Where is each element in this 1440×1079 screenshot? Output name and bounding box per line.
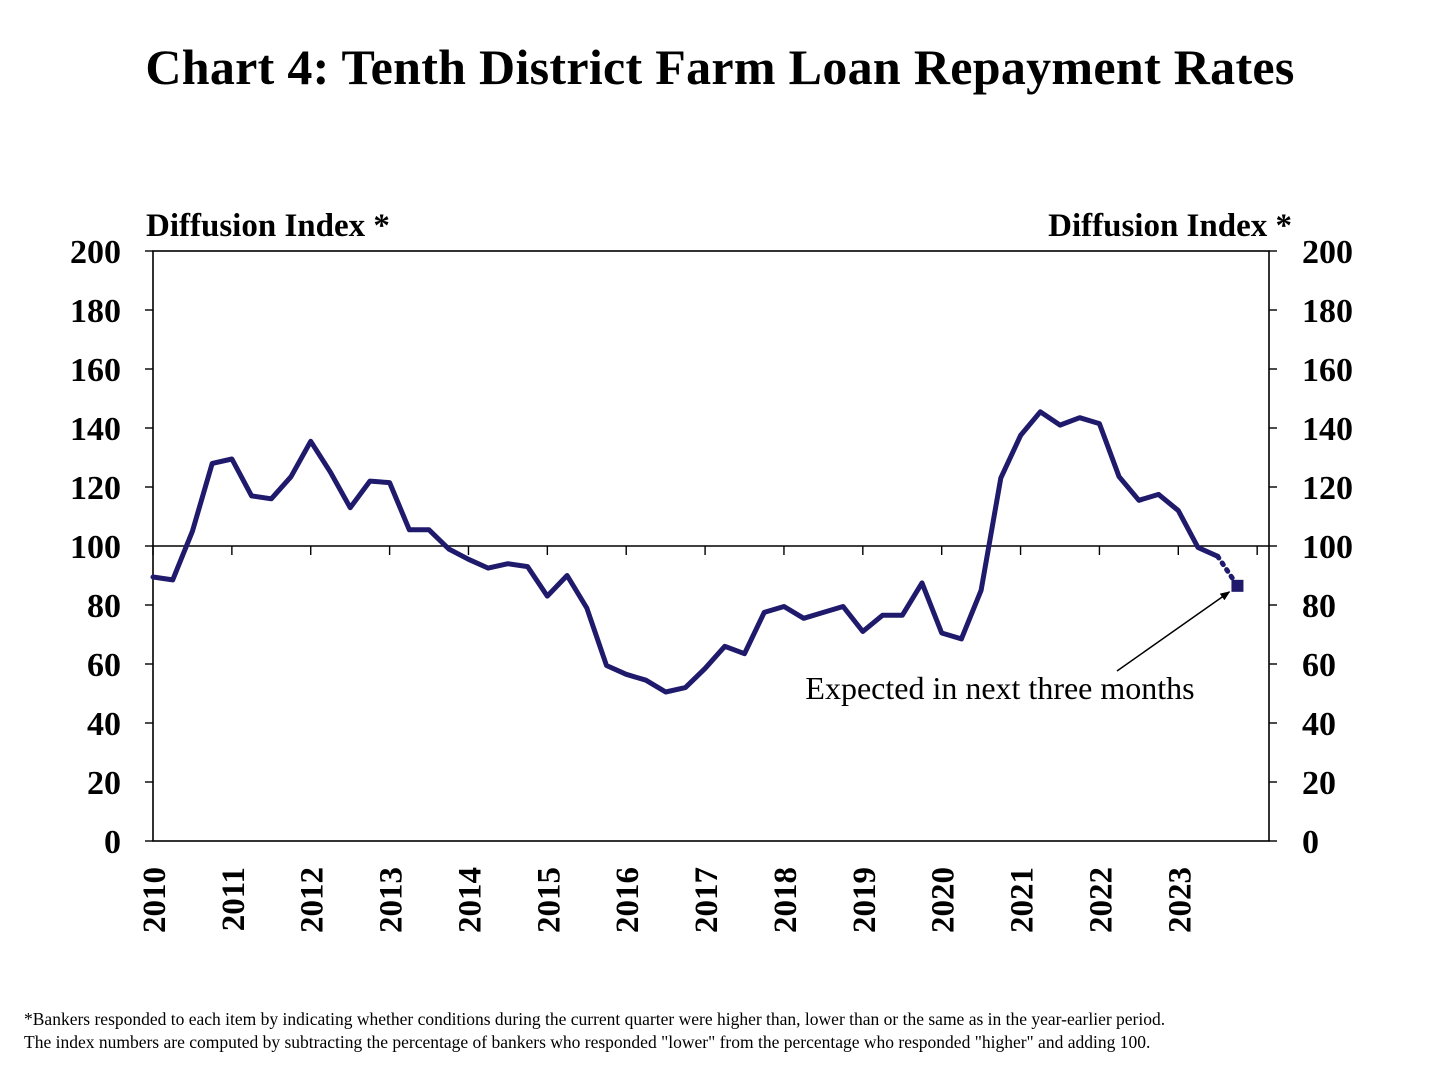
y-tick-label-left: 140: [70, 411, 121, 448]
chart-title: Chart 4: Tenth District Farm Loan Repaym…: [145, 39, 1295, 95]
y-tick-label-left: 120: [70, 470, 121, 507]
y-tick-label-left: 60: [87, 647, 121, 684]
annotation-arrow: [1116, 591, 1231, 672]
y-tick-label-left: 160: [70, 352, 121, 389]
y-tick-label-right: 60: [1302, 647, 1336, 684]
y-tick-label-left: 40: [87, 706, 121, 743]
y-tick-label-right: 0: [1302, 824, 1319, 861]
y-tick-label-left: 80: [87, 588, 121, 625]
y-tick-label-right: 40: [1302, 706, 1336, 743]
y-axis-title-left: Diffusion Index *: [146, 208, 390, 244]
y-tick-label-right: 140: [1302, 411, 1353, 448]
y-tick-label-right: 20: [1302, 765, 1336, 802]
x-tick-label: 2022: [1083, 867, 1119, 933]
y-tick-label-right: 200: [1302, 234, 1353, 271]
x-tick-label: 2020: [926, 867, 962, 933]
x-tick-label: 2011: [216, 867, 252, 931]
y-tick-label-right: 100: [1302, 529, 1353, 566]
x-tick-label: 2015: [531, 867, 567, 933]
x-tick-label: 2021: [1005, 867, 1041, 933]
series-line-actual: [150, 409, 1221, 695]
x-tick-label: 2019: [847, 867, 883, 933]
y-tick-label-left: 20: [87, 765, 121, 802]
y-tick-label-left: 0: [104, 824, 121, 861]
x-tick-label: 2012: [295, 867, 331, 933]
y-tick-label-left: 100: [70, 529, 121, 566]
y-tick-label-right: 80: [1302, 588, 1336, 625]
y-axis-title-right: Diffusion Index *: [1048, 208, 1292, 244]
y-tick-label-right: 180: [1302, 293, 1353, 330]
x-tick-label: 2014: [452, 867, 488, 933]
annotation-label: Expected in next three months: [805, 670, 1194, 706]
y-tick-label-left: 180: [70, 293, 121, 330]
x-tick-labels: 2010 2011 2012 2013 2014 2015 2016 2017 2018 2019…: [137, 867, 1198, 933]
y-tick-label-right: 120: [1302, 470, 1353, 507]
x-tick-label: 2018: [768, 867, 804, 933]
annotation: Expected in next three months: [805, 591, 1231, 706]
axes: [145, 250, 1277, 842]
x-tick-label: 2017: [689, 867, 725, 933]
x-tick-label: 2023: [1162, 867, 1198, 933]
x-tick-label: 2010: [137, 867, 173, 933]
chart: Diffusion Index * Diffusion Index * 0 0 20…: [70, 208, 1353, 933]
footnote-line-2: The index numbers are computed by subtra…: [24, 1032, 1151, 1052]
y-tick-labels: 0 0 20 20 40 40 60 60 80 80 100 100 120 120 140 140 160 1…: [70, 234, 1353, 861]
y-tick-label-left: 200: [70, 234, 121, 271]
footnote-line-1: *Bankers responded to each item by indic…: [24, 1009, 1166, 1029]
expected-marker: [1231, 579, 1244, 592]
x-tick-label: 2013: [374, 867, 410, 933]
y-tick-label-right: 160: [1302, 352, 1353, 389]
series-lines: [150, 409, 1244, 695]
x-tick-label: 2016: [610, 867, 646, 933]
